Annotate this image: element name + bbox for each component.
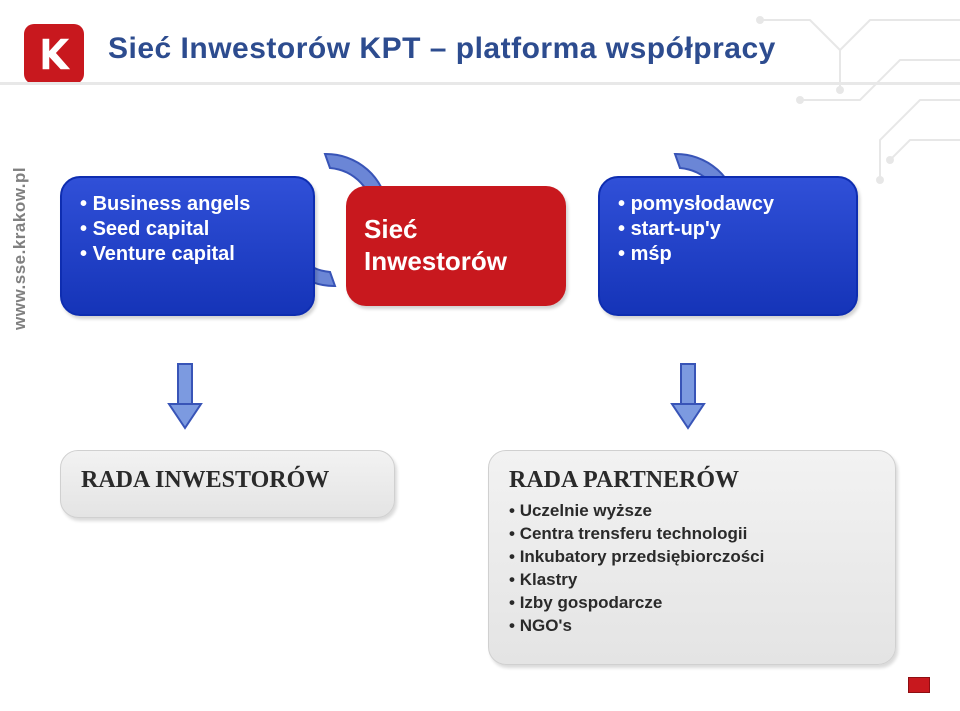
panel-investors-title: RADA INWESTORÓW [81, 467, 374, 494]
box-investors-item: Seed capital [80, 217, 295, 242]
box-investors-item: Business angels [80, 192, 295, 217]
divider [0, 82, 960, 85]
panel-investors: RADA INWESTORÓW [60, 450, 395, 518]
box-startups: pomysłodawcy start-up'y mśp [598, 176, 858, 316]
sidebar-url: www.sse.krakow.pl [10, 167, 30, 330]
panel-partners-item: NGO's [509, 615, 875, 638]
box-network-line2: Inwestorów [364, 245, 548, 278]
panel-partners-item: Klastry [509, 569, 875, 592]
down-arrow-left [167, 362, 203, 432]
panel-partners-title: RADA PARTNERÓW [509, 467, 875, 494]
panel-partners-item: Inkubatory przedsiębiorczości [509, 546, 875, 569]
panel-partners-item: Izby gospodarcze [509, 592, 875, 615]
panel-partners: RADA PARTNERÓW Uczelnie wyższe Centra tr… [488, 450, 896, 665]
box-network: Sieć Inwestorów [346, 186, 566, 306]
down-arrow-right [670, 362, 706, 432]
box-startups-item: mśp [618, 242, 838, 267]
kpt-logo [24, 24, 84, 84]
footer-square-icon [908, 677, 930, 693]
box-network-line1: Sieć [364, 213, 548, 246]
panel-partners-item: Uczelnie wyższe [509, 500, 875, 523]
panel-partners-item: Centra trensferu technologii [509, 523, 875, 546]
top-diagram-row: Business angels Seed capital Venture cap… [60, 168, 895, 358]
box-startups-item: start-up'y [618, 217, 838, 242]
page-title: Sieć Inwestorów KPT – platforma współpra… [108, 32, 776, 66]
box-investors: Business angels Seed capital Venture cap… [60, 176, 315, 316]
box-startups-item: pomysłodawcy [618, 192, 838, 217]
box-investors-item: Venture capital [80, 242, 295, 267]
